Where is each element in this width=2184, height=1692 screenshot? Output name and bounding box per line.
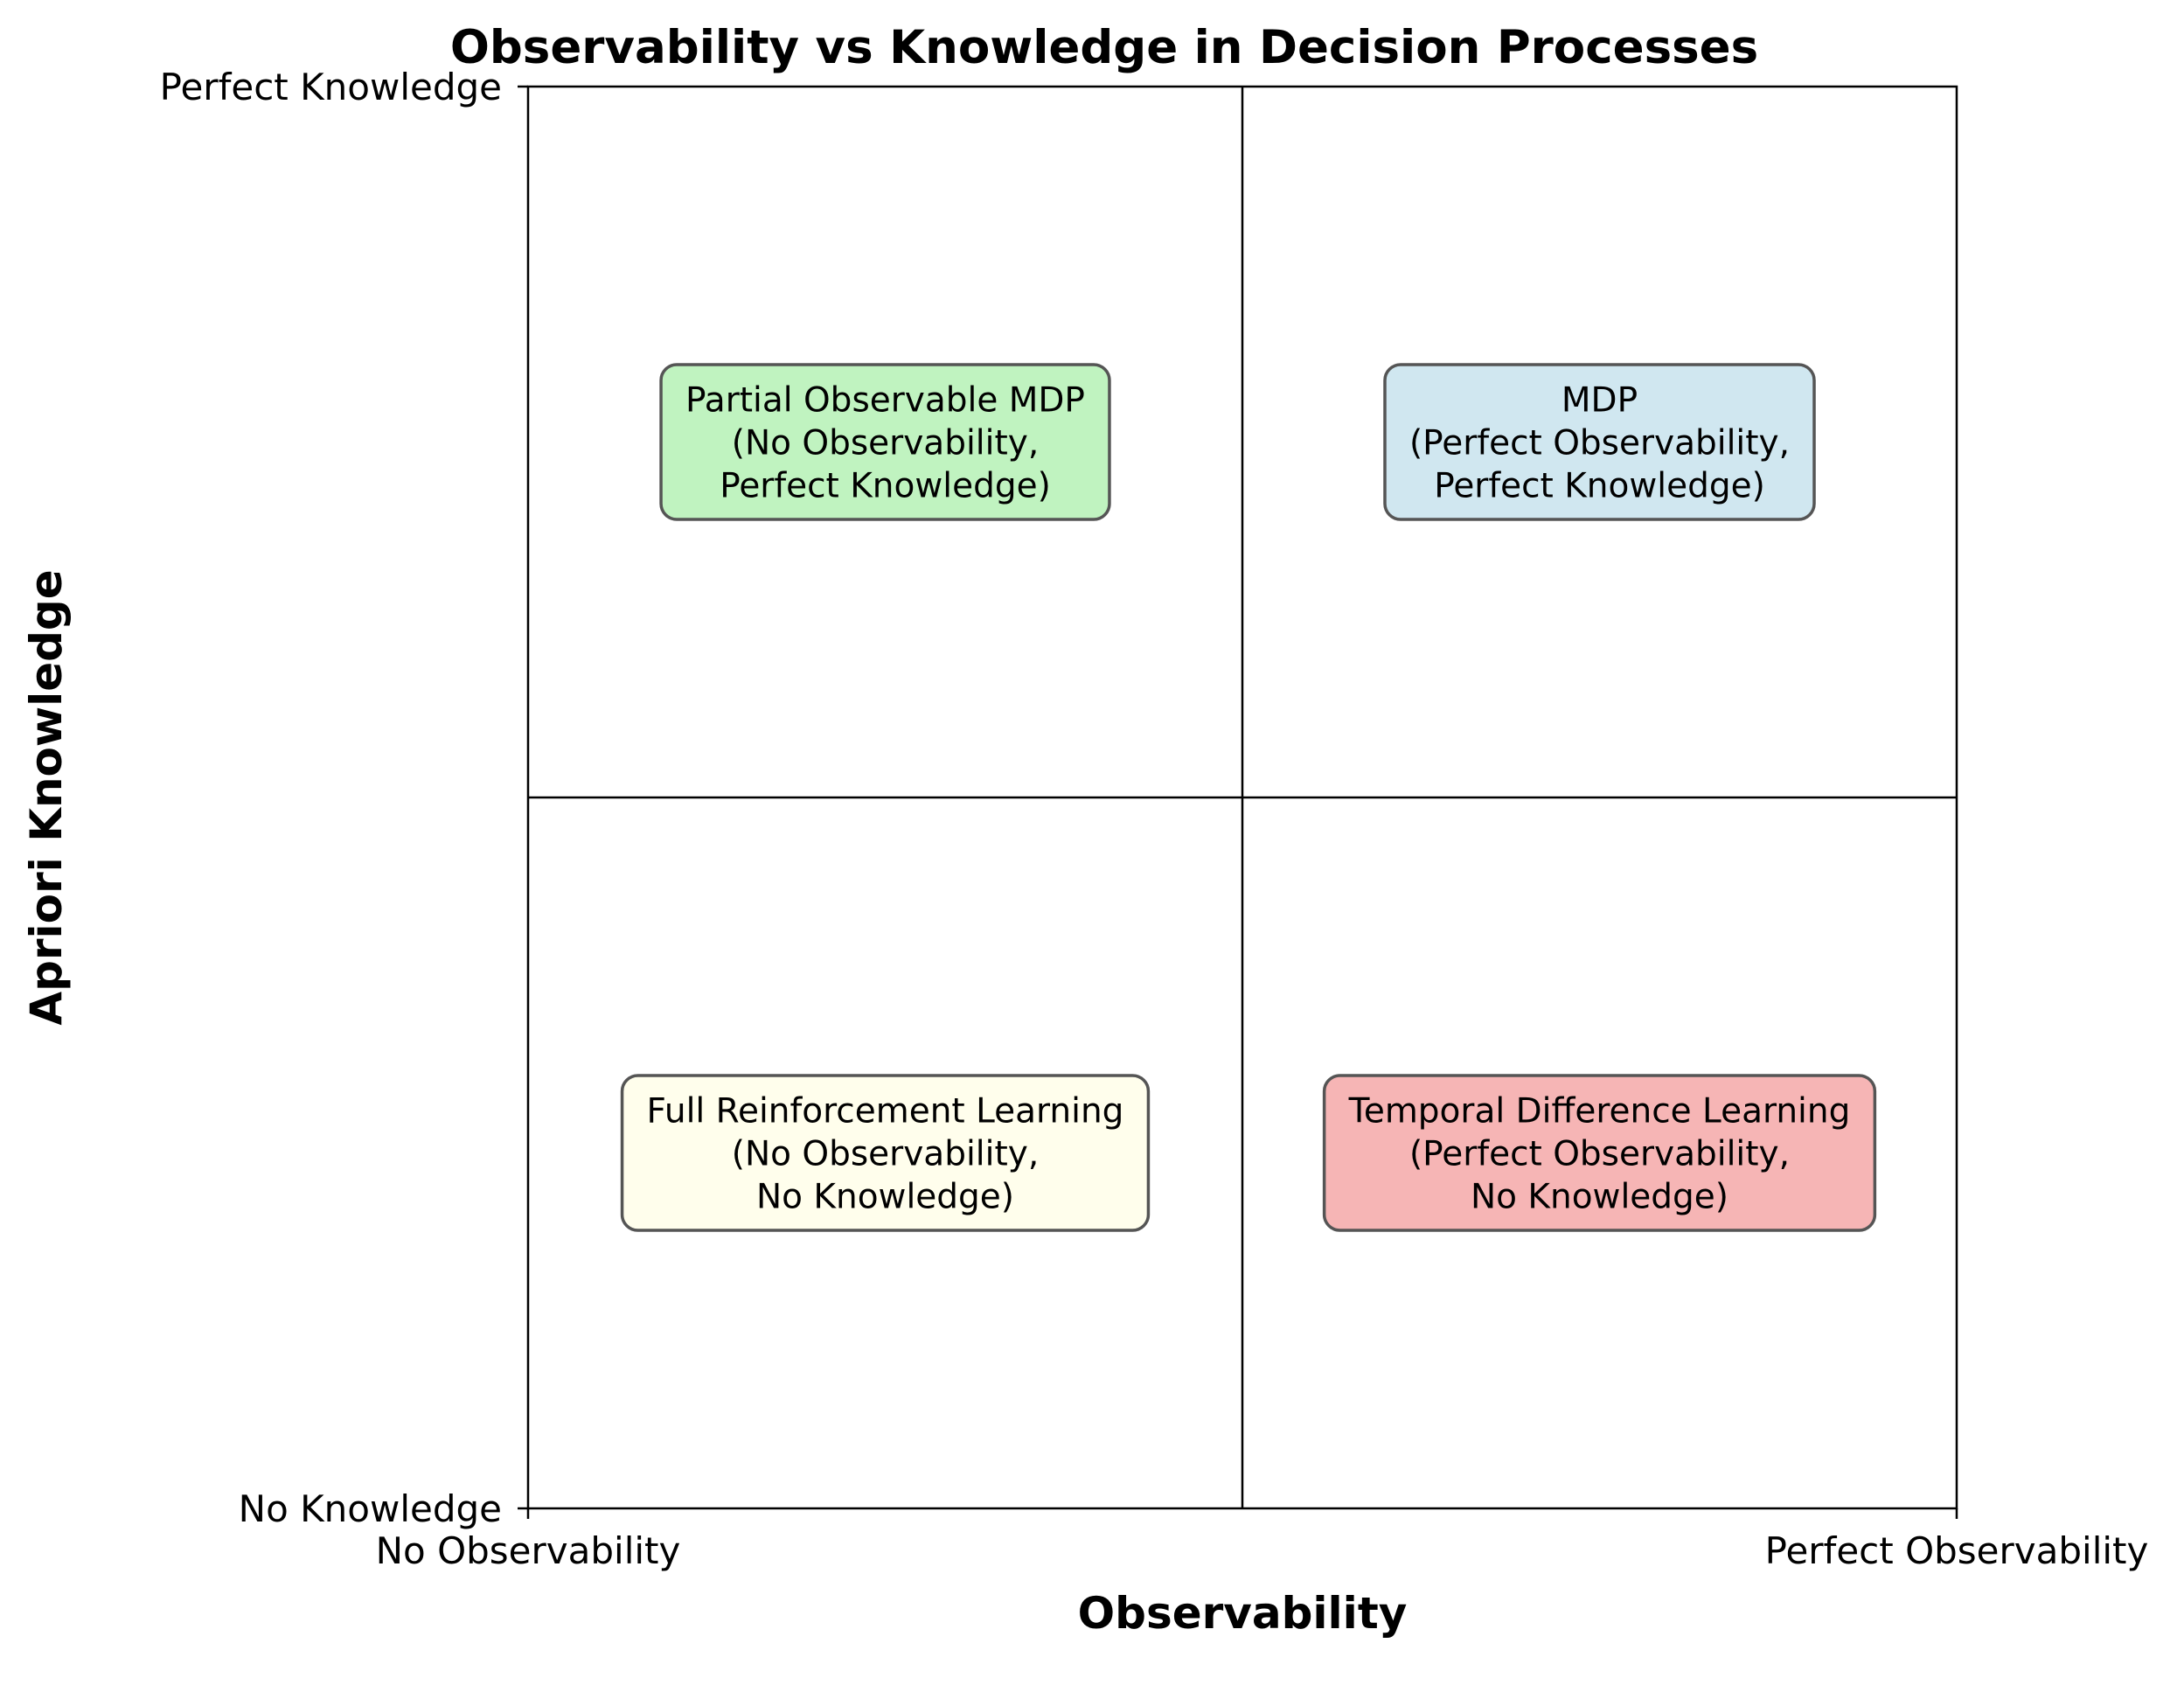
quadrant-text-line: Perfect Knowledge) xyxy=(1434,467,1765,506)
quadrant-box-background xyxy=(1383,363,1816,521)
quadrant-dividers xyxy=(528,87,1957,1508)
quadrant-text-line: Perfect Knowledge) xyxy=(720,467,1051,506)
quadrant-text-line: (Perfect Observability, xyxy=(1409,1135,1790,1174)
x-axis-ticks: No Observability Perfect Observability xyxy=(376,1508,2149,1572)
quadrant-box-background xyxy=(1322,1074,1877,1232)
quadrant-box-full-rl: Full Reinforcement Learning (No Observabi… xyxy=(620,1074,1151,1232)
quadrant-box-pomdp: Partial Observable MDP(No Observability,… xyxy=(659,363,1111,521)
quadrant-text-line: No Knowledge) xyxy=(756,1178,1014,1217)
quadrant-box-mdp: MDP(Perfect Observability, Perfect Knowle… xyxy=(1383,363,1816,521)
x-axis-label: Observability xyxy=(1078,1588,1408,1639)
quadrant-text-line: MDP xyxy=(1561,381,1638,421)
quadrant-text-line: No Knowledge) xyxy=(1471,1178,1728,1217)
quadrant-text-line: Full Reinforcement Learning xyxy=(647,1092,1124,1131)
chart-title: Observability vs Knowledge in Decision P… xyxy=(450,21,1758,74)
quadrant-text-line: (Perfect Observability, xyxy=(1409,424,1790,463)
quadrant-boxes: Partial Observable MDP(No Observability,… xyxy=(620,363,1877,1232)
y-tick-label: Perfect Knowledge xyxy=(160,66,502,108)
y-tick-label: No Knowledge xyxy=(239,1487,502,1530)
y-axis-ticks: No Knowledge Perfect Knowledge xyxy=(160,66,528,1530)
quadrant-text-line: (No Observability, xyxy=(732,424,1039,463)
quadrant-box-background xyxy=(659,363,1111,521)
plot-area: No Observability Perfect Observability No… xyxy=(160,66,2149,1572)
quadrant-text-line: (No Observability, xyxy=(732,1135,1039,1174)
quadrant-box-background xyxy=(620,1074,1151,1232)
x-tick-label: No Observability xyxy=(376,1529,681,1572)
quadrant-text-line: Partial Observable MDP xyxy=(685,381,1085,421)
quadrant-box-td-learning: Temporal Difference Learning (Perfect Obs… xyxy=(1322,1074,1877,1232)
x-tick-label: Perfect Observability xyxy=(1765,1529,2149,1572)
quadrant-text-line: Temporal Difference Learning xyxy=(1348,1092,1851,1131)
y-axis-label: Apriori Knowledge xyxy=(21,569,72,1025)
